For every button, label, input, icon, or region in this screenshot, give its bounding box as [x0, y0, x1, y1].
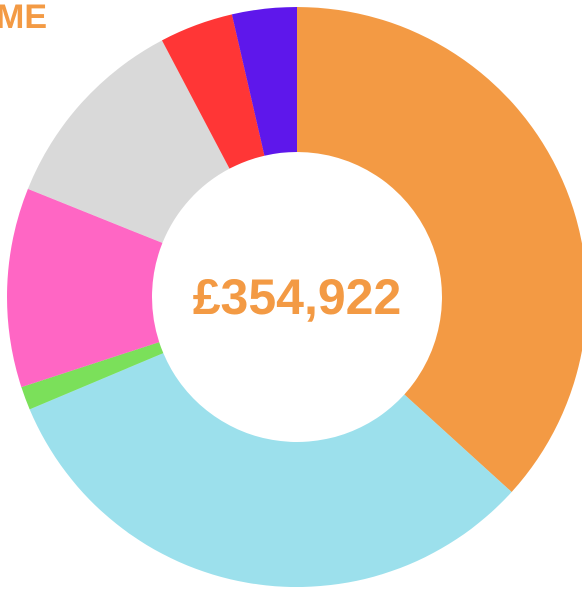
donut-slice	[231, 7, 297, 156]
donut	[6, 7, 582, 587]
donut-slice	[297, 7, 582, 492]
donut-slice	[161, 14, 265, 169]
center-label: £354,922	[193, 269, 402, 325]
donut-slice	[21, 342, 164, 410]
chart-title: ME	[0, 0, 47, 36]
donut-slice	[29, 353, 512, 587]
donut-slice	[6, 188, 163, 388]
donut-slice	[27, 40, 230, 243]
